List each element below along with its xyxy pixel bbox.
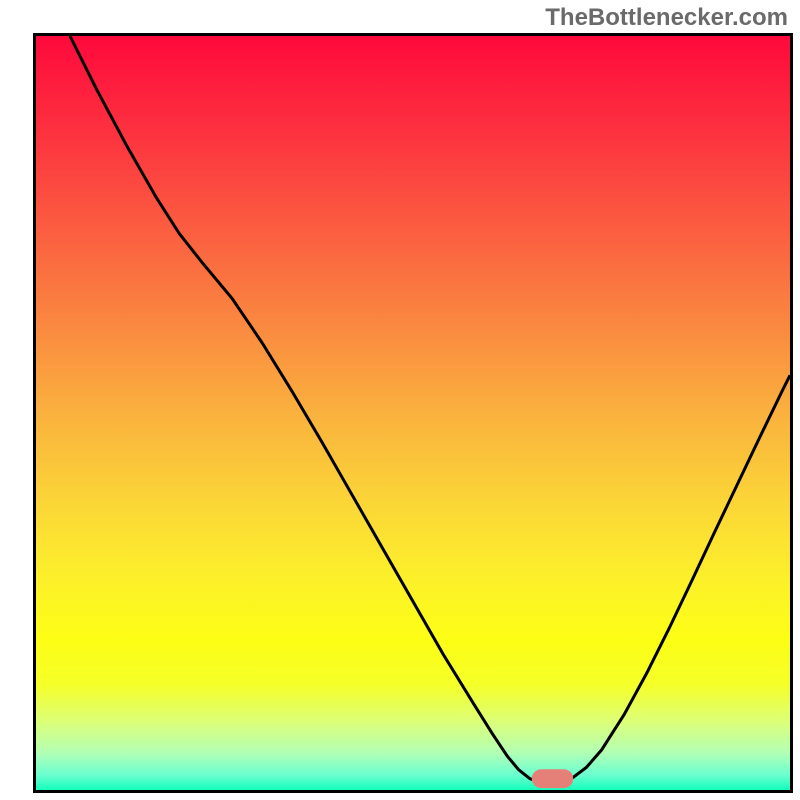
watermark-text: TheBottlenecker.com (545, 4, 788, 32)
bottleneck-curve (70, 36, 790, 782)
plot-area (33, 33, 793, 793)
curve-layer (36, 36, 790, 790)
optimal-marker (532, 769, 573, 788)
chart-container: TheBottlenecker.com (0, 0, 800, 800)
